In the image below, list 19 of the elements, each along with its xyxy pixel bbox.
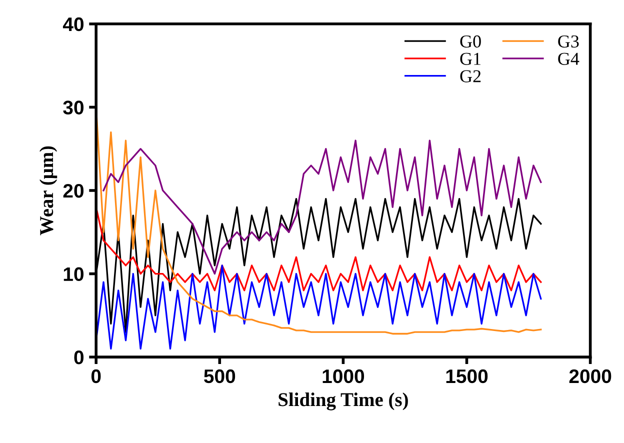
x-tick-label: 500 — [204, 369, 236, 384]
legend-label: G3 — [558, 35, 579, 48]
x-tick-label: 1000 — [322, 369, 364, 384]
y-tick-label: 20 — [63, 184, 84, 198]
y-tick-label: 0 — [74, 350, 84, 364]
line-series — [96, 264, 542, 350]
y-tick-label: 10 — [64, 267, 84, 282]
y-axis-title: Wear (μm) — [39, 146, 58, 236]
legend-label: G4 — [558, 52, 580, 65]
x-tick-label: 2000 — [569, 369, 612, 384]
x-axis-title: Sliding Time (s) — [278, 392, 408, 410]
y-tick-label: 30 — [63, 100, 84, 114]
legend-label: G1 — [460, 52, 480, 65]
x-tick-label: 1500 — [446, 369, 488, 384]
line-series — [102, 140, 542, 275]
legend-label: G0 — [460, 35, 481, 48]
legend-label: G2 — [460, 70, 481, 82]
y-tick-label: 40 — [62, 17, 84, 32]
x-tick-label: 0 — [91, 369, 101, 384]
